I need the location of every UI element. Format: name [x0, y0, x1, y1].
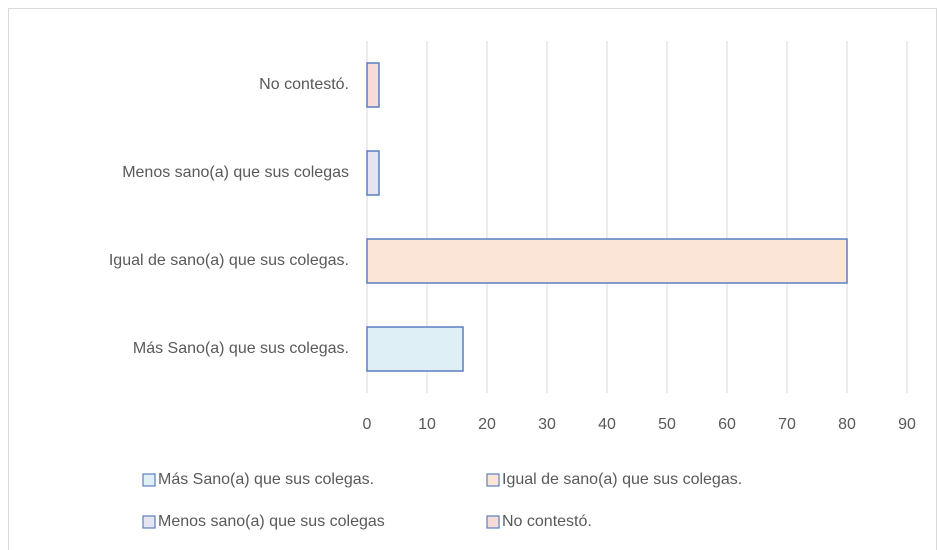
x-tick-label: 10: [418, 416, 436, 433]
y-tick-label: Igual de sano(a) que sus colegas.: [109, 252, 349, 269]
legend-label: Igual de sano(a) que sus colegas.: [502, 471, 742, 488]
bar: [366, 150, 380, 196]
legend-swatch: [142, 473, 156, 487]
x-tick-label: 0: [363, 416, 372, 433]
y-tick-label: Más Sano(a) que sus colegas.: [133, 340, 349, 357]
x-tick-label: 80: [838, 416, 856, 433]
x-tick-label: 40: [598, 416, 616, 433]
bar: [366, 238, 848, 284]
legend-swatch: [142, 515, 156, 529]
x-tick-label: 60: [718, 416, 736, 433]
legend-swatch: [486, 473, 500, 487]
x-tick-label: 90: [898, 416, 916, 433]
y-tick-label: No contestó.: [259, 76, 349, 93]
x-tick-label: 50: [658, 416, 676, 433]
bar: [366, 326, 464, 372]
legend-label: Más Sano(a) que sus colegas.: [158, 471, 374, 488]
legend-label: No contestó.: [502, 513, 592, 530]
bar: [366, 62, 380, 108]
y-tick-label: Menos sano(a) que sus colegas: [122, 164, 349, 181]
x-tick-label: 30: [538, 416, 556, 433]
legend-label: Menos sano(a) que sus colegas: [158, 513, 385, 530]
x-tick-label: 70: [778, 416, 796, 433]
x-tick-label: 20: [478, 416, 496, 433]
legend-swatch: [486, 515, 500, 529]
